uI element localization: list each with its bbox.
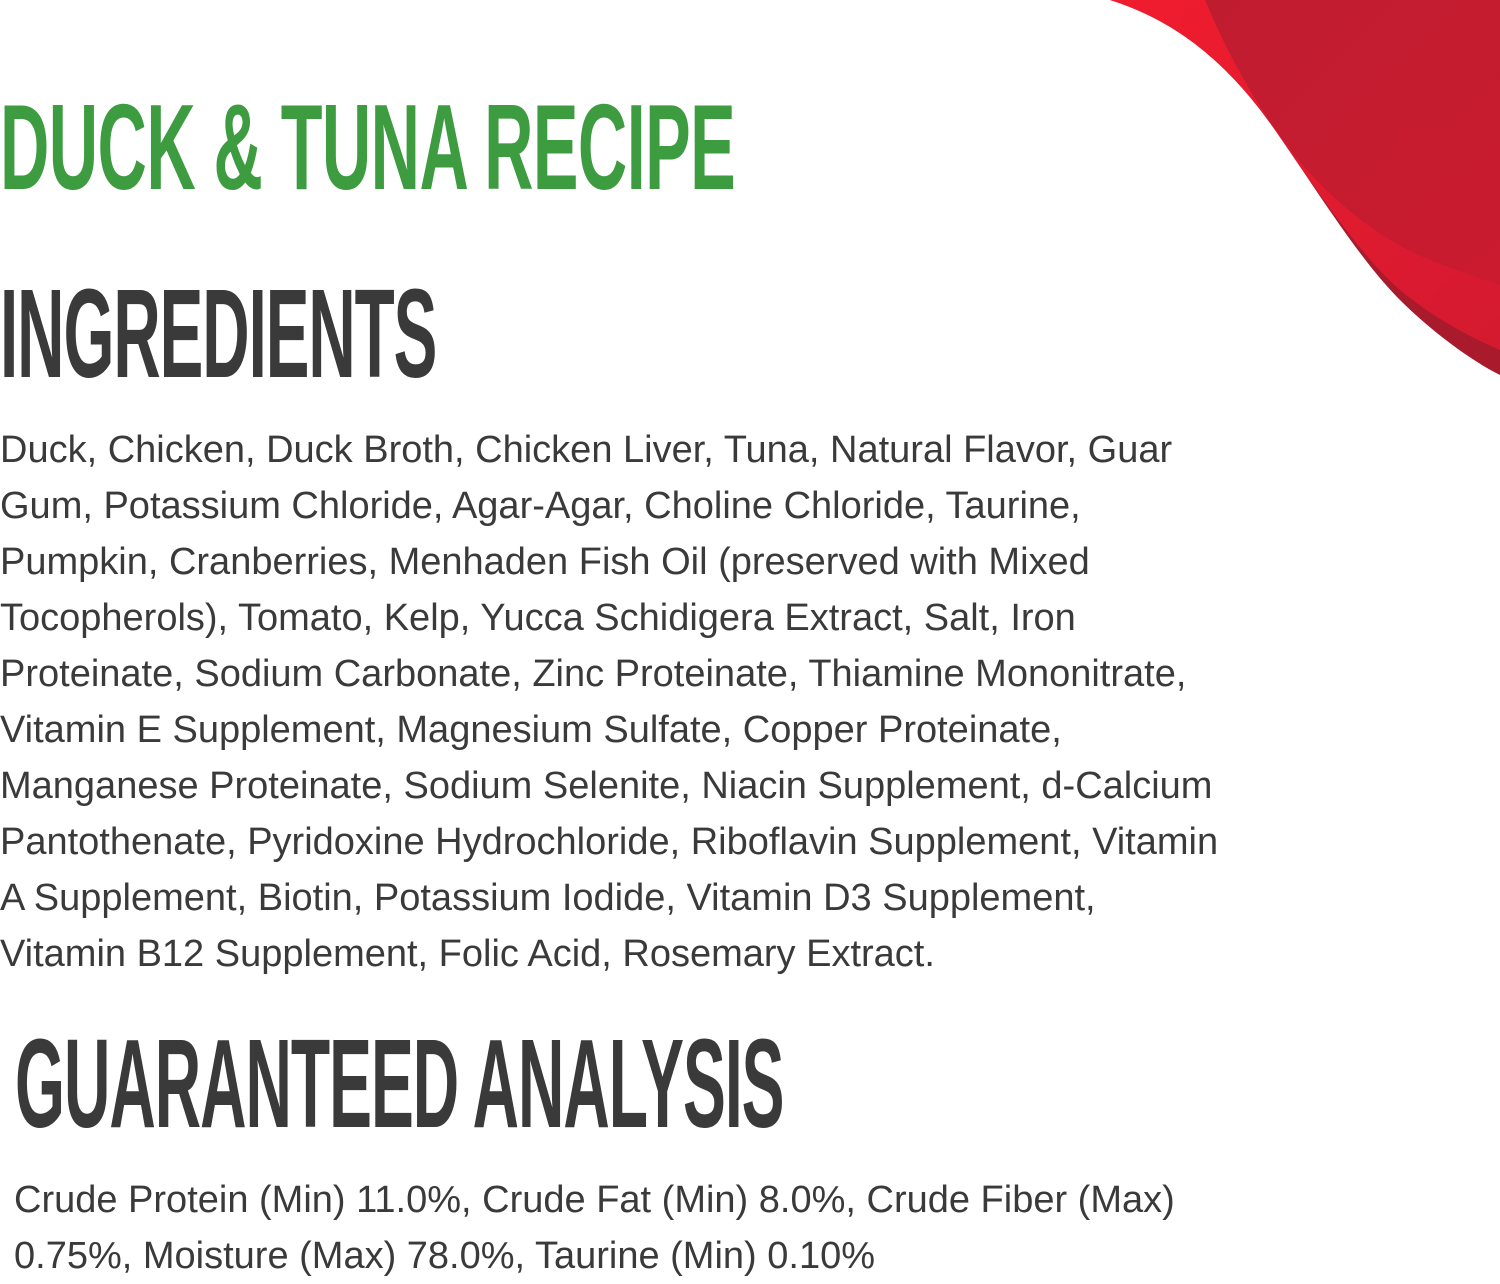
ingredients-line: Manganese Proteinate, Sodium Selenite, N…	[0, 765, 1213, 807]
ingredients-line: Pantothenate, Pyridoxine Hydrochloride, …	[0, 821, 1219, 863]
ingredients-line: Vitamin E Supplement, Magnesium Sulfate,…	[0, 709, 1062, 751]
analysis-line: 0.75%, Moisture (Max) 78.0%, Taurine (Mi…	[14, 1235, 875, 1277]
red-swoosh-decoration	[1110, 0, 1500, 375]
ingredients-line: Gum, Potassium Chloride, Agar-Agar, Chol…	[0, 485, 1081, 527]
ingredients-line: Proteinate, Sodium Carbonate, Zinc Prote…	[0, 653, 1187, 695]
guaranteed-analysis-text: Crude Protein (Min) 11.0%, Crude Fat (Mi…	[14, 1172, 1175, 1284]
ingredients-line: A Supplement, Biotin, Potassium Iodide, …	[0, 877, 1096, 919]
ingredients-list: Duck, Chicken, Duck Broth, Chicken Liver…	[0, 422, 1218, 982]
ingredients-line: Vitamin B12 Supplement, Folic Acid, Rose…	[0, 933, 935, 975]
ingredients-line: Pumpkin, Cranberries, Menhaden Fish Oil …	[0, 541, 1090, 583]
ingredients-line: Duck, Chicken, Duck Broth, Chicken Liver…	[0, 429, 1173, 471]
ingredients-heading: INGREDIENTS	[0, 263, 437, 404]
analysis-line: Crude Protein (Min) 11.0%, Crude Fat (Mi…	[14, 1179, 1175, 1221]
recipe-title: DUCK & TUNA RECIPE	[0, 79, 736, 215]
ingredients-line: Tocopherols), Tomato, Kelp, Yucca Schidi…	[0, 597, 1076, 639]
guaranteed-analysis-heading: GUARANTEED ANALYSIS	[15, 1013, 785, 1154]
